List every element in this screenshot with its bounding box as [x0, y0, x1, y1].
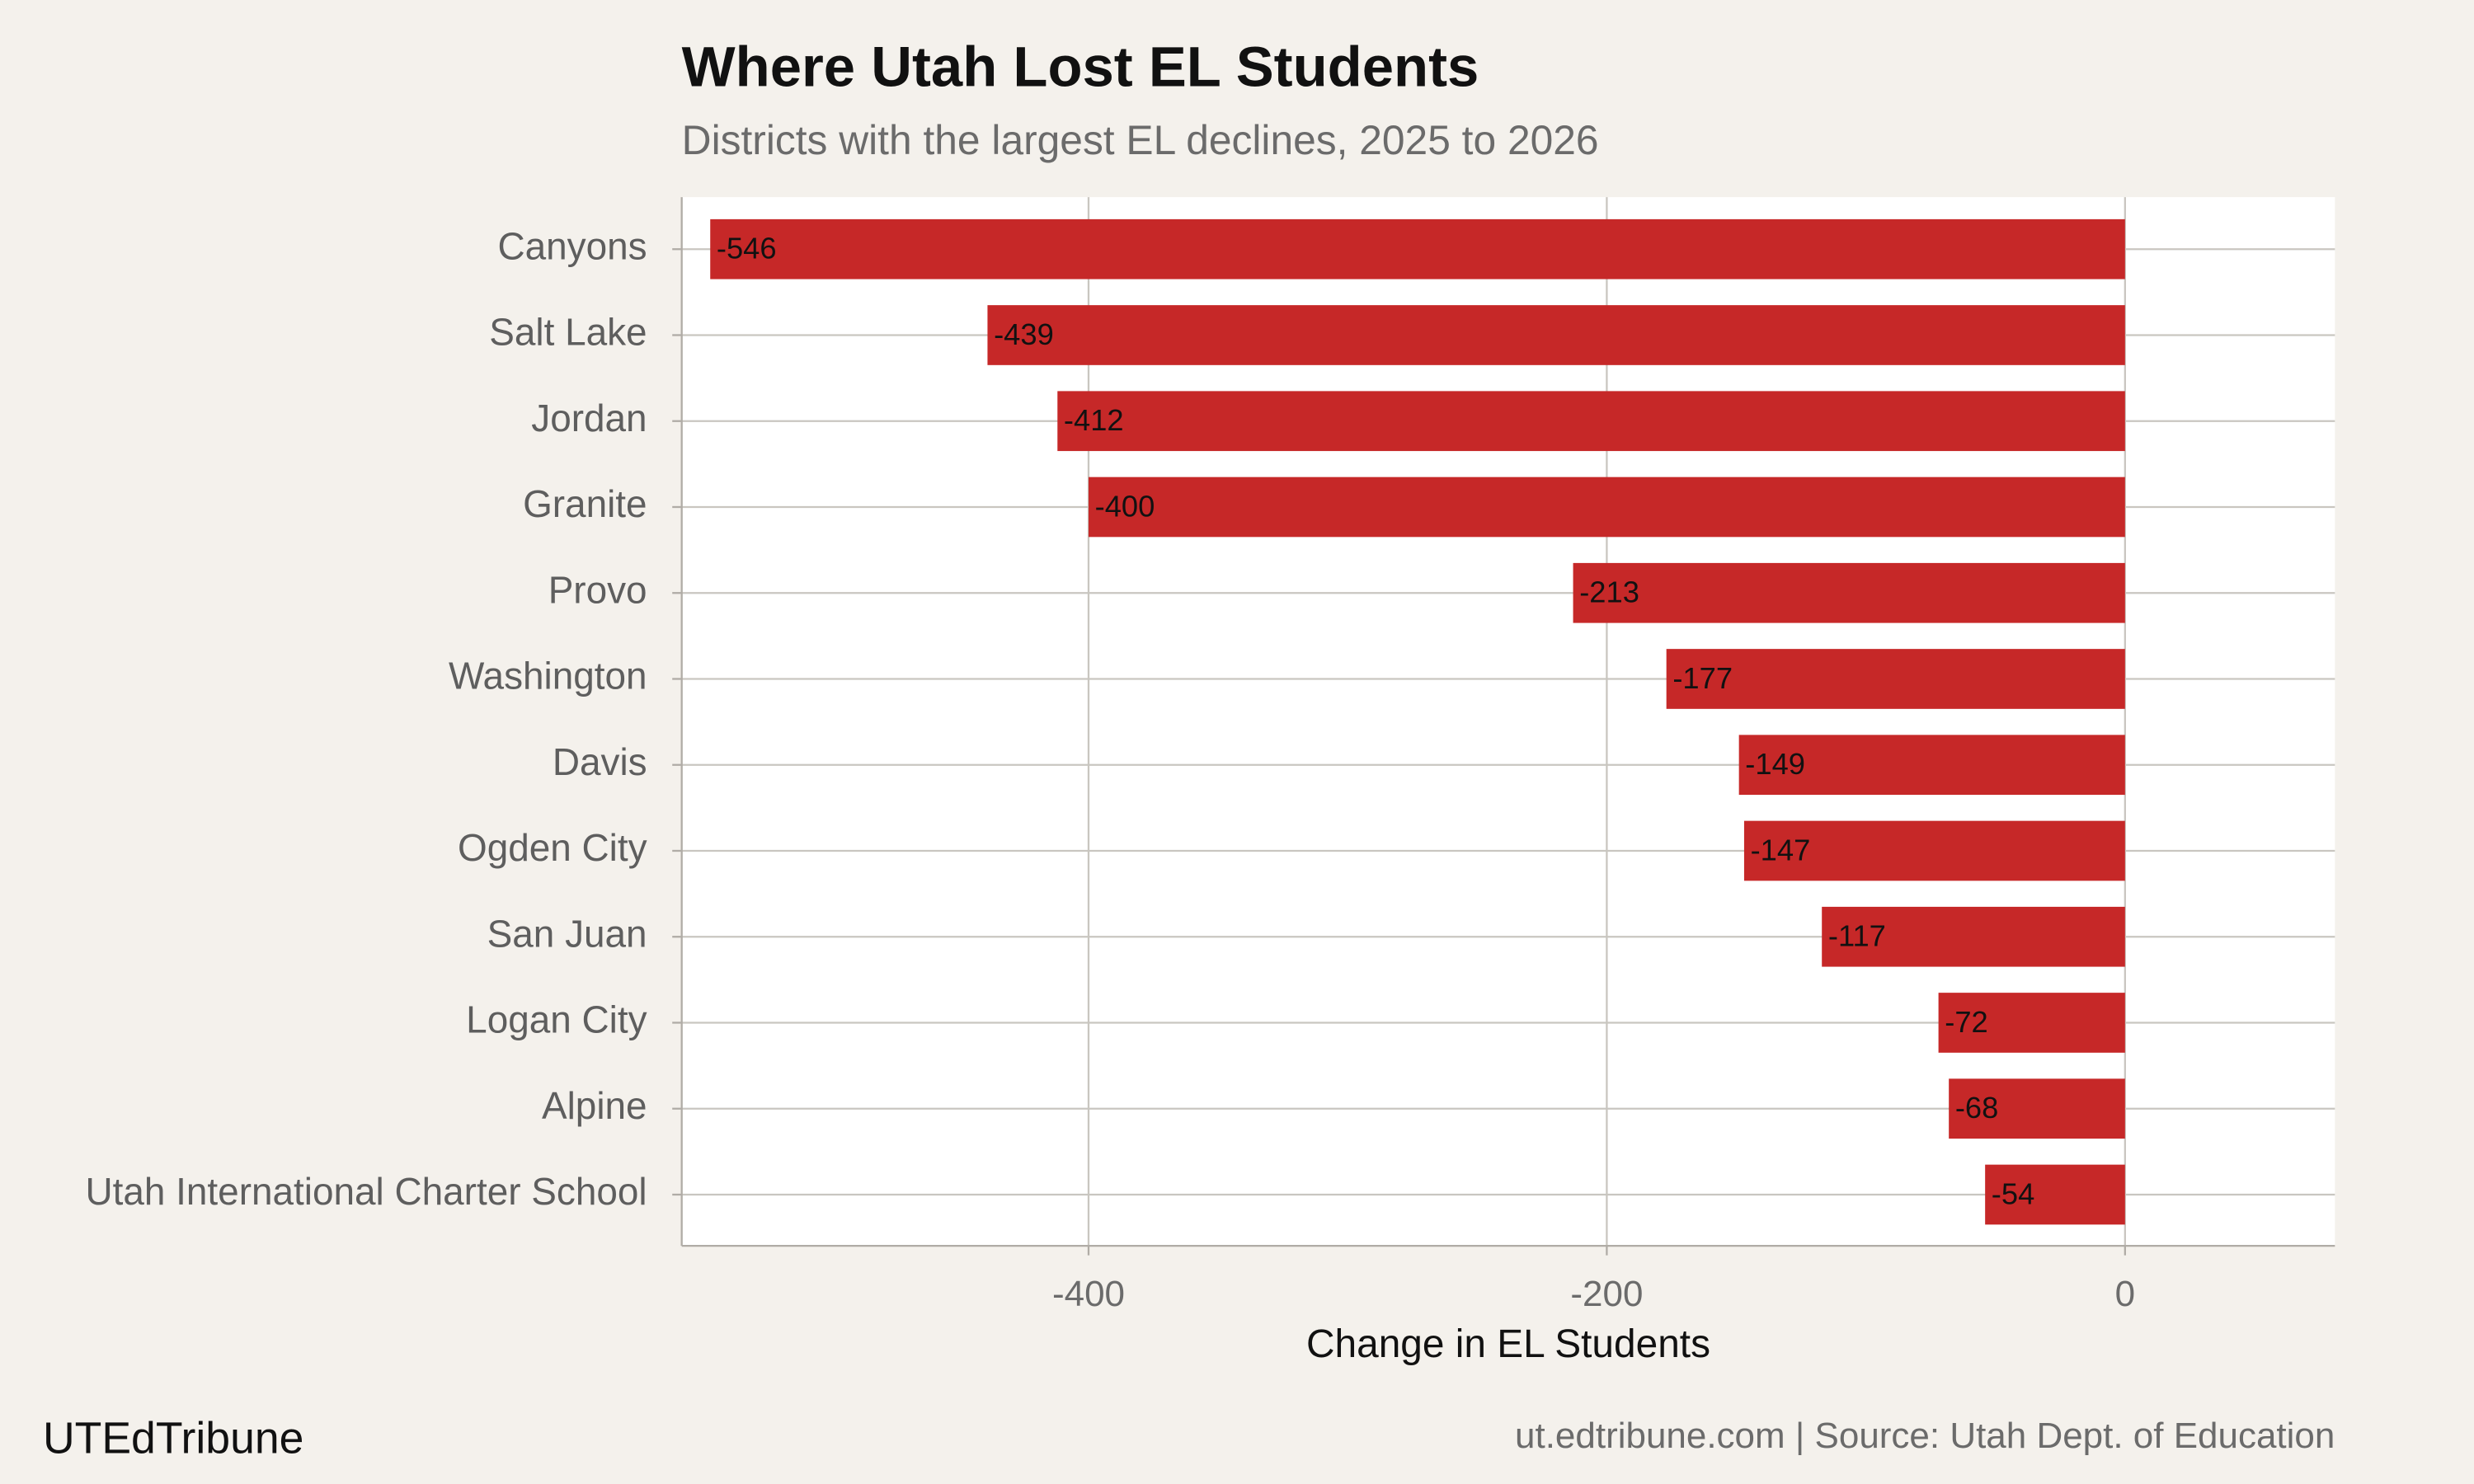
x-tick-label: 0 — [2115, 1274, 2135, 1314]
bar — [710, 218, 2125, 279]
bar — [1985, 1164, 2125, 1225]
y-tick-label: Washington — [449, 655, 647, 697]
y-tick-label: Ogden City — [458, 826, 647, 869]
data-label: -213 — [1579, 575, 1639, 609]
data-label: -439 — [994, 317, 1054, 351]
x-tick-label: -200 — [1570, 1274, 1643, 1314]
data-label: -149 — [1745, 747, 1805, 781]
bar — [1949, 1078, 2125, 1139]
bar — [987, 305, 2125, 365]
y-tick-label: Provo — [548, 568, 647, 611]
source: ut.edtribune.com | Source: Utah Dept. of… — [1515, 1416, 2335, 1456]
y-tick-label: Alpine — [542, 1084, 647, 1127]
y-tick-label: Jordan — [531, 397, 647, 439]
chart-subtitle: Districts with the largest EL declines, … — [682, 117, 1599, 163]
data-label: -54 — [1992, 1176, 2035, 1210]
data-label: -546 — [717, 232, 777, 265]
chart-title: Where Utah Lost EL Students — [682, 35, 1479, 98]
data-label: -68 — [1955, 1091, 1999, 1125]
data-label: -177 — [1672, 661, 1733, 695]
bar — [1738, 735, 2125, 796]
data-label: -147 — [1751, 833, 1811, 866]
y-tick-label: Utah International Charter School — [85, 1170, 647, 1213]
y-tick-label: Salt Lake — [489, 311, 647, 354]
bar — [1666, 649, 2125, 709]
bar — [1573, 562, 2125, 623]
bar — [1057, 391, 2125, 452]
bar — [1743, 820, 2125, 881]
y-tick-label: San Juan — [487, 912, 647, 955]
x-tick-label: -400 — [1052, 1274, 1125, 1314]
y-tick-label: Davis — [553, 740, 647, 783]
data-label: -72 — [1945, 1005, 1988, 1039]
y-tick-label: Logan City — [466, 998, 647, 1041]
y-tick-label: Canyons — [497, 224, 647, 267]
bar — [1088, 477, 2125, 538]
plot-panel — [681, 197, 2335, 1247]
data-label: -412 — [1064, 403, 1124, 437]
y-tick-label: Granite — [523, 482, 647, 525]
data-label: -117 — [1828, 919, 1886, 953]
data-label: -400 — [1095, 489, 1155, 523]
x-axis-label: Change in EL Students — [1306, 1322, 1710, 1366]
bar — [1822, 906, 2125, 967]
brand: UTEdTribune — [43, 1414, 303, 1463]
bar — [1938, 993, 2125, 1053]
